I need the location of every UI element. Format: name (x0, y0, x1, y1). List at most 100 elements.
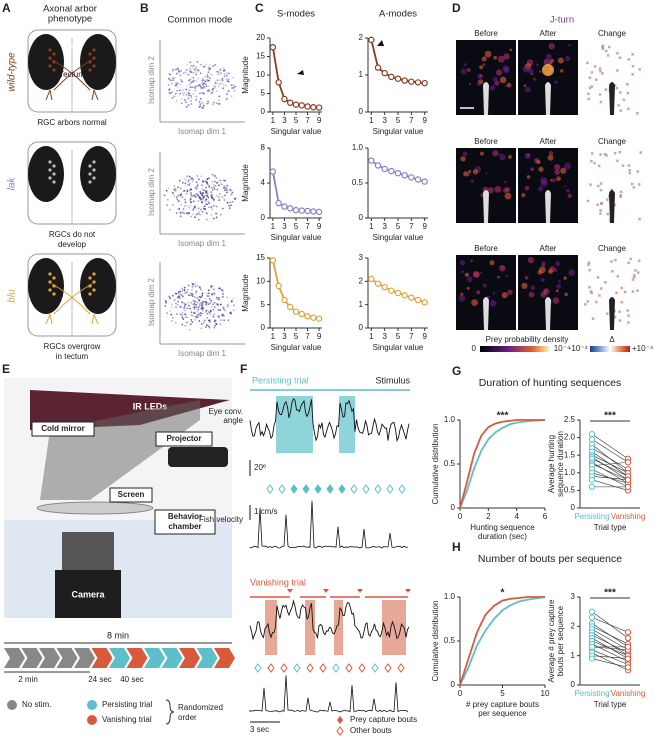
bout-diamond (386, 484, 394, 494)
scatter-point (173, 299, 175, 301)
scatter-point (208, 319, 211, 322)
eye (28, 258, 64, 314)
change-pixel (638, 68, 641, 71)
scatter-point (192, 76, 195, 79)
scatter-point (180, 69, 183, 72)
scatter-point (215, 212, 218, 215)
label: 3 sec (250, 725, 269, 734)
scatter-point (190, 188, 193, 191)
density-blob (482, 283, 487, 288)
pair-line (591, 461, 629, 484)
scatter-point (181, 288, 184, 290)
density-blob (555, 261, 561, 266)
scatter-point (203, 82, 206, 85)
y-tick-label: 2.0 (564, 433, 576, 442)
bout-diamond (350, 484, 358, 494)
scatter-point (188, 212, 191, 214)
scatter-point (193, 302, 195, 305)
scatter-point (202, 84, 205, 86)
scatter-point (165, 301, 168, 304)
scatter-point (169, 297, 171, 299)
scatter-point (208, 177, 210, 180)
legend-swatch (87, 715, 97, 725)
scatter-point (198, 303, 201, 305)
scatter-point (198, 101, 201, 103)
label: Isomap dim 2 (147, 167, 156, 216)
y-tick-label: 1.0 (444, 592, 456, 601)
legend-swatch (7, 700, 17, 710)
scatter-point (190, 100, 193, 102)
eye (80, 146, 116, 202)
scatter-point (183, 289, 186, 292)
scatter-point (210, 194, 213, 196)
series-line (272, 47, 320, 109)
scatter-point (220, 319, 222, 322)
scatter-point (203, 92, 206, 95)
scatter-point (207, 71, 210, 73)
density-blob (556, 283, 562, 289)
scatter-point (172, 68, 175, 71)
scatter-point (190, 201, 192, 204)
change-pixel (626, 83, 629, 86)
label: 8 min (107, 630, 129, 640)
scatter-point (186, 190, 189, 193)
scatter-point (183, 189, 186, 192)
density-blob (563, 276, 567, 280)
marker (287, 99, 294, 106)
scatter-point (227, 78, 230, 81)
rgc (88, 276, 92, 280)
rgc (92, 288, 96, 292)
density-blob (507, 289, 513, 296)
scatter-point (189, 182, 191, 185)
arrowhead (377, 40, 384, 46)
density-blob (493, 55, 498, 60)
pair-line (591, 461, 629, 467)
scatter-point (207, 89, 210, 92)
y-tick-label: 4 (261, 178, 266, 187)
scatter-point (221, 79, 224, 82)
y-axis-label: Average hunting (547, 435, 556, 493)
bout-diamond (358, 663, 366, 673)
marker (275, 79, 282, 86)
eye-trace (249, 398, 410, 443)
scatter-point (207, 67, 210, 69)
scatter-point (183, 309, 186, 312)
scatter-point (199, 302, 202, 304)
scatter-point (181, 89, 184, 91)
change-pixel (627, 107, 630, 111)
density-blob (537, 270, 543, 275)
y-tick-label: 0.5 (444, 636, 456, 645)
scatter-point (227, 319, 230, 322)
scatter-point (224, 179, 226, 182)
change-pixel (616, 69, 619, 72)
scatter-point (190, 194, 193, 197)
marker (292, 101, 300, 108)
change-pixel (616, 275, 620, 278)
density-blob (503, 53, 510, 60)
scatter-point (200, 295, 203, 298)
colorbar (480, 346, 550, 352)
scatter-point (217, 85, 220, 87)
scatter-point (202, 77, 205, 80)
change-pixel (584, 303, 587, 306)
change-pixel (615, 291, 618, 295)
bout-diamond (397, 663, 405, 673)
scatter-point (215, 323, 218, 326)
x-tick-label: 7 (409, 116, 414, 125)
scatter-point (210, 191, 213, 194)
scatter-point (199, 287, 202, 290)
scatter-point (187, 307, 189, 309)
scatter-point (179, 215, 182, 218)
scatter-point (217, 184, 220, 187)
scatter-point (192, 306, 195, 309)
scatter-point (230, 312, 233, 315)
y-tick-label: 5 (261, 300, 266, 309)
scatter-point (206, 181, 208, 184)
scatter-point (226, 305, 229, 308)
scatter-point (170, 79, 173, 82)
scatter-point (179, 305, 181, 308)
change-pixel (613, 151, 617, 155)
marker (269, 257, 277, 264)
scatter-point (172, 192, 174, 194)
scatter-point (183, 313, 186, 316)
